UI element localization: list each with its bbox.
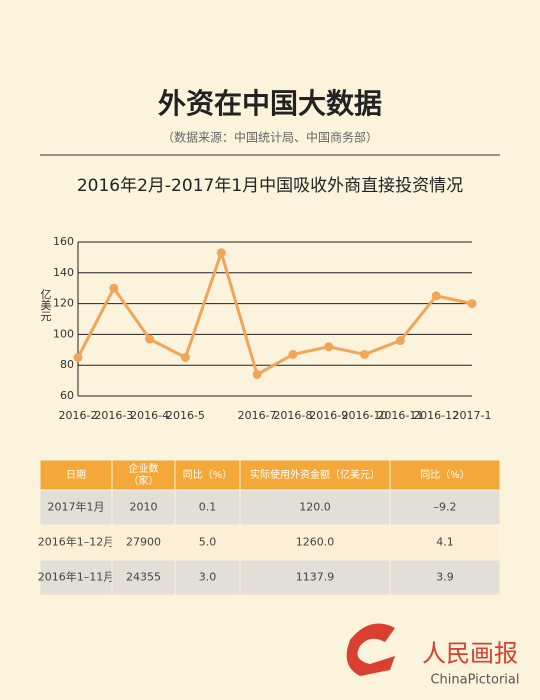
point [395, 336, 405, 346]
x-tick-label: 2016-2 [59, 409, 98, 422]
title: 外资在中国大数据 [158, 87, 382, 120]
header-cell [239, 459, 391, 491]
y-tick-label: 140 [53, 266, 74, 279]
cell-text: 0.1 [199, 501, 217, 514]
cell [389, 524, 501, 561]
y-axis-label: 亿美元 [39, 288, 52, 321]
header-text: 企业数 [129, 462, 159, 475]
x-tick-label: 2016-9 [309, 409, 348, 422]
cell [174, 489, 241, 526]
header-text: 日期 [66, 469, 86, 481]
header-cell [389, 459, 501, 491]
point [252, 369, 262, 379]
x-tick-label: 2016-4 [130, 409, 169, 422]
cell-text: 120.0 [299, 501, 331, 514]
cell [174, 559, 241, 596]
cell [111, 489, 176, 526]
cell-text: 3.0 [199, 571, 217, 584]
cell-text: 5.0 [199, 536, 217, 549]
cell-text: 2016年1–11月 [38, 570, 115, 584]
point [467, 299, 477, 309]
cell [111, 524, 176, 561]
cell [239, 559, 391, 596]
y-tick-label: 160 [53, 235, 74, 248]
header-text: 实际使用外资金额（亿美元） [250, 468, 380, 481]
header-text: 同比（%） [420, 469, 470, 481]
x-tick-label: 2016-8 [273, 409, 312, 422]
point [180, 353, 190, 362]
point [73, 353, 83, 362]
point [145, 334, 155, 344]
x-tick-label: 2016-11 [377, 409, 423, 422]
point [109, 283, 119, 293]
cell [239, 524, 391, 561]
cell [39, 524, 113, 561]
cell-text: 24355 [126, 571, 161, 584]
cell-text: 1137.9 [296, 571, 335, 584]
point [360, 349, 370, 359]
cell-text: 2010 [130, 501, 158, 514]
header-text: 同比（%） [183, 469, 233, 481]
x-tick-label: 2016-10 [342, 409, 388, 422]
point [216, 248, 226, 258]
cell-text: 3.9 [436, 571, 454, 584]
cell-text: 4.1 [436, 536, 454, 549]
cell [174, 524, 241, 561]
chart-title: 2016年2月-2017年1月中国吸收外商直接投资情况 [77, 176, 463, 196]
cell-text: 2016年1–12月 [38, 535, 115, 549]
logo-cn: 人民画报 [422, 640, 518, 668]
x-tick-label: 2017-1 [453, 409, 492, 422]
x-tick-label: 2016-12 [413, 409, 459, 422]
cell [111, 559, 176, 596]
cell [39, 559, 113, 596]
y-tick-label: 120 [53, 297, 74, 310]
x-tick-label: 2016-7 [238, 409, 277, 422]
x-tick-label: 2016-5 [166, 409, 205, 422]
cell [389, 559, 501, 596]
cell [389, 489, 501, 526]
cell-text: –9.2 [434, 501, 457, 514]
logo-mark [346, 623, 395, 676]
point [288, 349, 298, 359]
header-text: （家） [129, 474, 159, 487]
cell-text: 1260.0 [296, 536, 335, 549]
y-tick-label: 100 [53, 327, 74, 340]
cell-text: 2017年1月 [48, 500, 105, 514]
x-tick-label: 2016-3 [94, 409, 133, 422]
line [76, 251, 473, 376]
y-tick-label: 80 [60, 358, 74, 371]
source: （数据来源：中国统计局、中国商务部） [162, 130, 378, 145]
point [324, 342, 334, 352]
point [431, 291, 441, 301]
header-cell [174, 459, 241, 491]
cell [239, 489, 391, 526]
logo-en: ChinaPictorial [430, 673, 519, 688]
logo: 人民画报 ChinaPictorial [346, 623, 520, 688]
y-tick-label: 60 [60, 389, 74, 402]
cell-text: 27900 [126, 536, 161, 549]
